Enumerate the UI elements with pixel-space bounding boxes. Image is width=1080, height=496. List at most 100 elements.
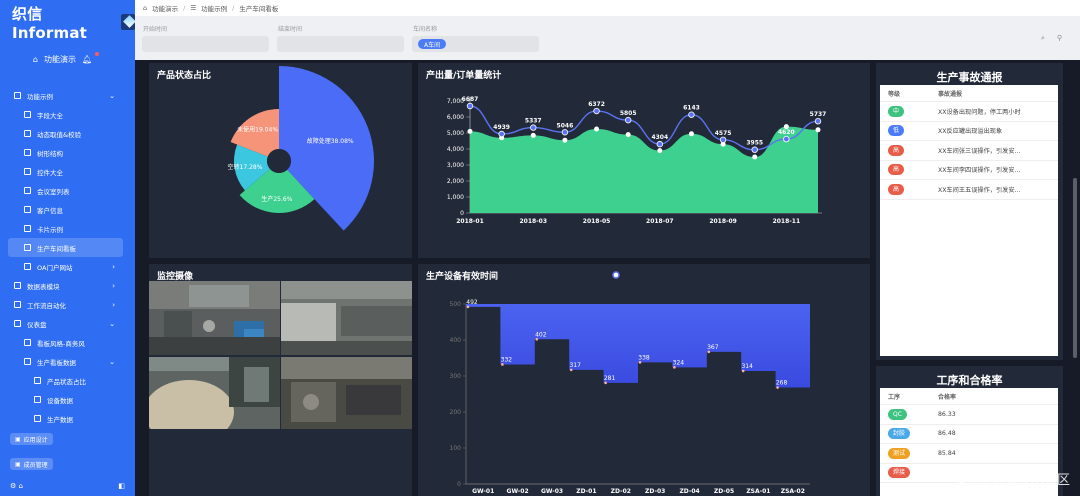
data-label: 5337	[525, 118, 542, 125]
step-point	[501, 363, 504, 366]
menu-item-icon	[14, 92, 21, 99]
table-row[interactable]: 高 XX车间李四误操作，引发安...	[880, 161, 1058, 180]
table-row[interactable]: 封胶 86.48	[880, 425, 1058, 444]
pie-label: 空转17.28%	[228, 163, 263, 171]
table-row[interactable]: 高 XX车间张三误操作，引发安...	[880, 141, 1058, 161]
sidebar-item[interactable]: 字段大全	[0, 105, 135, 124]
collapse-icon[interactable]: ◧	[118, 482, 125, 490]
data-label: 367	[707, 344, 719, 351]
sidebar-item[interactable]: 动态取值&校验	[0, 124, 135, 143]
level-badge: QC	[888, 408, 907, 420]
line-point	[751, 146, 758, 153]
sidebar-item-label: 生产看板数据	[37, 358, 76, 367]
area-chart: 0 1,000 2,000 3,000 4,000 5,000 6,000 7,000 2018…	[447, 96, 827, 225]
camera-feed-4[interactable]	[281, 357, 412, 429]
sidebar-item[interactable]: 看板风格-商务风	[0, 333, 135, 352]
sidebar-item[interactable]: OA门户网站 ›	[0, 257, 135, 276]
line-series	[469, 105, 819, 151]
area-point	[688, 131, 694, 137]
settings-icon[interactable]: ⚙ ⌂	[10, 482, 23, 490]
sidebar-item[interactable]: 数据表模块 ›	[0, 276, 135, 295]
sidebar-item[interactable]: 设备数据	[0, 390, 135, 409]
sidebar-item-label: 动态取值&校验	[37, 130, 82, 139]
area-point	[752, 154, 758, 160]
crumb-2[interactable]: 功能示例	[201, 5, 228, 13]
x-tick-label: 2018-07	[646, 218, 674, 225]
end-time-label: 结束时间	[278, 26, 303, 33]
panel-title: 产出量/订单量统计	[426, 71, 502, 81]
table-row[interactable]: 中 XX设备出现问题，停工两小时	[880, 102, 1058, 122]
data-label: 332	[501, 356, 513, 363]
sidebar-item[interactable]: 生产车间看板	[8, 238, 123, 257]
page-scrollbar[interactable]	[1073, 178, 1077, 358]
search-icon[interactable]: ⌕	[1040, 34, 1045, 42]
data-label: 5805	[620, 110, 637, 117]
table-row[interactable]: 低 XX反应罐出现溢出现象	[880, 122, 1058, 141]
step-point	[569, 368, 573, 372]
camera-feed-2[interactable]	[281, 281, 412, 355]
data-label: 4304	[651, 134, 668, 141]
brand: 织信 Informat	[0, 0, 135, 44]
crumb-1[interactable]: 功能演示	[152, 5, 179, 13]
y-tick-label: 400	[450, 337, 462, 344]
sidebar-item[interactable]: 卡片示例	[0, 219, 135, 238]
y-tick-label: 0	[460, 210, 464, 217]
sidebar-item[interactable]: 产品状态占比	[0, 371, 135, 390]
bell-icon[interactable]: 🔔︎	[81, 54, 93, 64]
pie-chart: 故障处理38.08% 生产25.6% 空转17.28% 未使用19.04%	[228, 66, 374, 231]
sidebar-item[interactable]: 树形结构	[0, 143, 135, 162]
line-point	[688, 111, 695, 118]
sidebar-item[interactable]: 生产数据	[0, 409, 135, 428]
cell-text: XX车间王五误操作，引发安...	[938, 186, 1021, 194]
filter-icon[interactable]: ⚲	[1056, 34, 1062, 42]
table-row[interactable]: QC 86.33	[880, 405, 1058, 425]
data-label: 4939	[493, 124, 510, 131]
chevron-right-icon: ›	[112, 281, 115, 290]
line-point	[498, 130, 505, 138]
data-label: 4620	[778, 129, 795, 136]
table-row[interactable]: 焊接	[880, 464, 1058, 483]
app-design-button[interactable]: ▣ 应用设计	[10, 433, 53, 445]
level-badge: 测试	[888, 447, 911, 459]
workshop-label: 车间名称	[413, 26, 438, 33]
sidebar-item[interactable]: 功能示例 ⌄	[0, 86, 135, 105]
breadcrumb: ⌂ 功能演示 / ☰ 功能示例 / 生产车间看板	[135, 0, 1080, 16]
camera-feed-1[interactable]	[149, 281, 280, 355]
pie-slice	[234, 144, 270, 191]
sidebar-item[interactable]: 会议室列表	[0, 181, 135, 200]
area-point	[594, 126, 600, 132]
sidebar-footer: ⚙ ⌂ ◧	[10, 482, 125, 490]
watermark: @稀土掘金技术社区	[952, 473, 1070, 488]
cell-text: 86.33	[938, 410, 956, 418]
table-row[interactable]: 高 XX车间王五误操作，引发安...	[880, 180, 1058, 200]
sidebar-item[interactable]: 控件大全	[0, 162, 135, 181]
sidebar-item[interactable]: 仪表盘 ⌄	[0, 314, 135, 333]
home-crumb-icon[interactable]: ⌂	[143, 4, 148, 12]
camera-feed-3[interactable]	[149, 357, 280, 429]
output-order-panel: 产出量/订单量统计 0 1,000 2,000 3,000 4,000 5,000 6,00…	[418, 63, 870, 258]
menu-item-icon	[34, 396, 41, 403]
sidebar-item-label: 卡片示例	[37, 225, 63, 234]
menu-item-icon	[24, 225, 31, 232]
level-badge: 低	[888, 125, 905, 137]
sidebar-item[interactable]: 客户信息	[0, 200, 135, 219]
start-time-input[interactable]	[142, 36, 269, 52]
sidebar-menu: 功能示例 ⌄ 字段大全动态取值&校验树形结构 控件大全 会议室列表 客户信息卡片示例生产车…	[0, 86, 135, 428]
area-point	[530, 132, 536, 138]
crumb-3: 生产车间看板	[239, 5, 279, 13]
table-row[interactable]: 测试 85.84	[880, 444, 1058, 464]
step-point	[707, 350, 711, 354]
end-time-input[interactable]	[277, 36, 404, 52]
cell-text: XX反应罐出现溢出现象	[938, 128, 1003, 136]
workshop-tag[interactable]: A车间	[418, 39, 447, 49]
menu-item-icon	[24, 111, 31, 118]
x-tick-label: ZD-04	[679, 488, 699, 495]
sidebar-item[interactable]: 工作流自动化 ›	[0, 295, 135, 314]
sidebar-item[interactable]: 生产看板数据 ⌄	[0, 352, 135, 371]
level-badge: 高	[888, 144, 905, 156]
step-point	[638, 361, 642, 364]
product-status-panel: 产品状态占比 故障处理38.08% 生产25.6% 空转17.28% 未使用19.04…	[149, 63, 412, 258]
panel-title: 产品状态占比	[157, 71, 212, 81]
members-button[interactable]: ▣ 成员管理	[10, 458, 53, 470]
home-button[interactable]: ⌂ 功能演示 🔔︎	[0, 44, 135, 74]
